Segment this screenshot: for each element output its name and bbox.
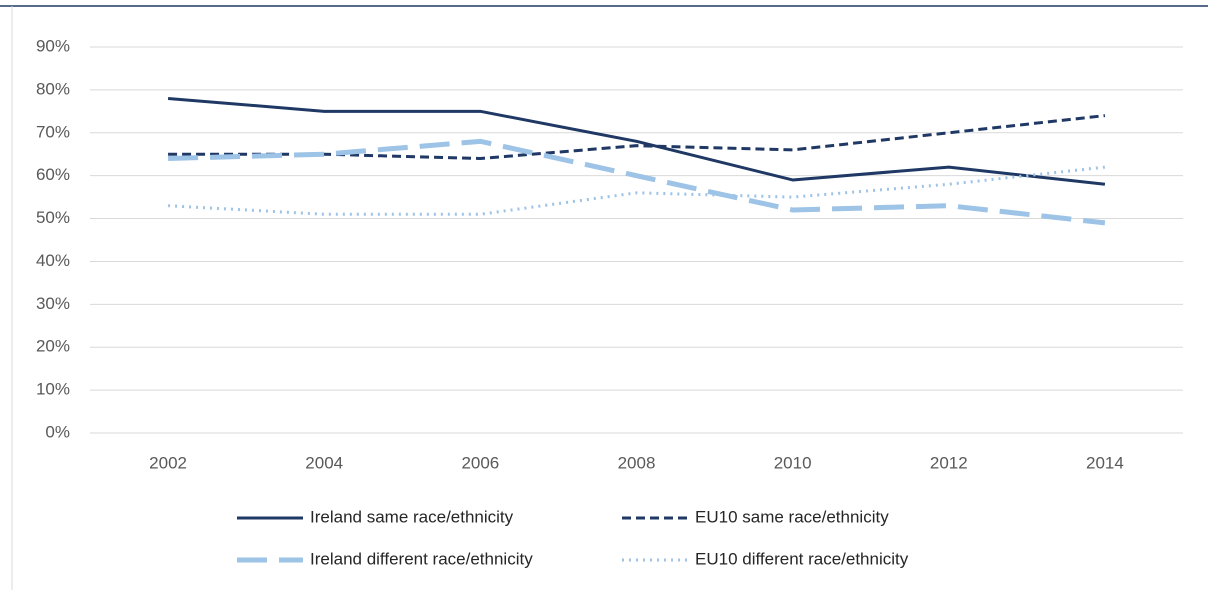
legend-label: Ireland different race/ethnicity [310,549,533,568]
y-tick-label: 20% [36,337,70,356]
y-tick-label: 80% [36,79,70,98]
series-line [168,138,1106,226]
x-tick-label: 2006 [461,453,499,472]
series-line [167,165,1106,216]
y-tick-label: 0% [45,422,70,441]
x-tick-label: 2014 [1086,453,1124,472]
x-tick-label: 2012 [930,453,968,472]
x-tick-label: 2010 [774,453,812,472]
y-tick-label: 30% [36,294,70,313]
y-tick-label: 40% [36,251,70,270]
x-tick-label: 2008 [618,453,656,472]
series-line [167,96,1106,186]
legend-label: EU10 same race/ethnicity [695,507,889,526]
y-tick-label: 60% [36,165,70,184]
legend: Ireland same race/ethnicity EU10 same rac… [237,507,909,568]
y-tick-label: 90% [36,36,70,55]
y-tick-label: 50% [36,208,70,227]
x-tick-label: 2004 [305,453,343,472]
series-line [168,114,1106,161]
x-tick-label: 2002 [149,453,187,472]
legend-label: EU10 different race/ethnicity [695,549,909,568]
y-tick-label: 10% [36,380,70,399]
legend-label: Ireland same race/ethnicity [310,507,514,526]
y-tick-label: 70% [36,122,70,141]
